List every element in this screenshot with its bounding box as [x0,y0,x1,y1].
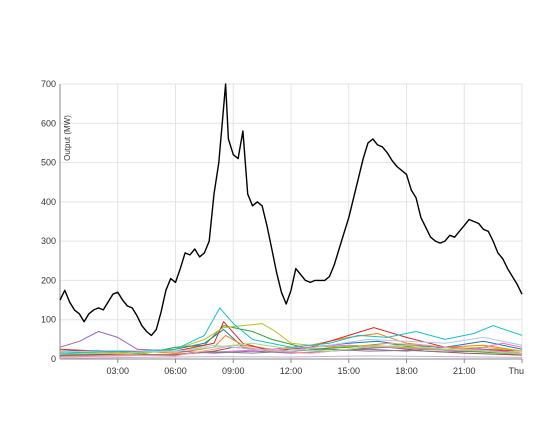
y-axis-title: Output (MW) [63,115,72,161]
x-tick-label: 15:00 [337,366,360,376]
y-tick-label: 300 [41,236,56,246]
x-tick-label: 21:00 [453,366,476,376]
x-tick-label: 06:00 [164,366,187,376]
series-line [59,83,523,337]
x-tick-label: Thu [508,366,524,376]
y-tick-label: 500 [41,158,56,168]
x-tick-labels: 03:00 06:00 09:00 12:00 15:00 18:00 21:00 Thu [106,366,524,376]
series-line [59,355,523,359]
series-line [59,336,523,353]
series-line [59,307,523,354]
x-tick-label: 03:00 [106,366,129,376]
y-tick-label: 0 [51,354,56,364]
axes [59,84,523,363]
x-tick-label: 18:00 [395,366,418,376]
x-tick-label: 09:00 [222,366,245,376]
series-lines [59,83,523,359]
y-tick-labels: 0 100 200 300 400 500 600 700 [41,79,56,364]
x-tick-label: 12:00 [280,366,303,376]
grid-lines [60,83,523,360]
y-tick-label: 200 [41,275,56,285]
y-tick-label: 100 [41,315,56,325]
y-tick-label: 400 [41,197,56,207]
y-tick-label: 700 [41,79,56,89]
y-tick-label: 600 [41,118,56,128]
series-line [59,342,523,358]
